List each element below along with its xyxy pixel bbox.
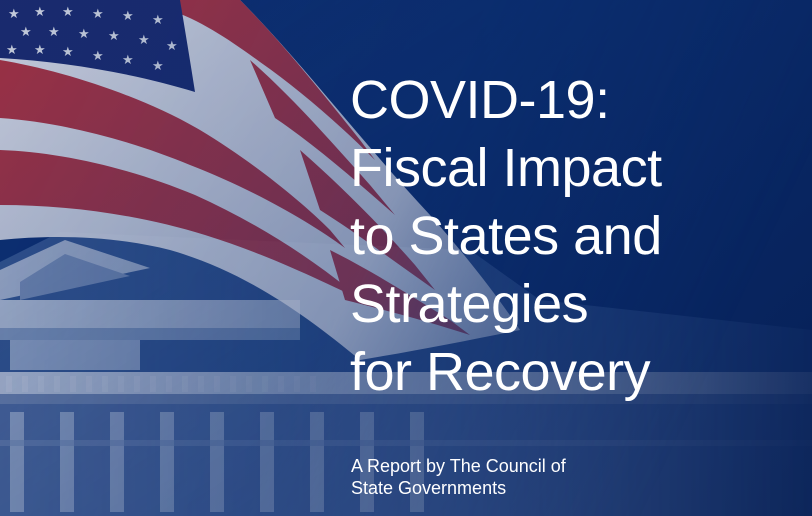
report-subtitle-line-1: A Report by The Council of — [351, 456, 566, 476]
report-title-line-4: Strategies — [350, 274, 589, 334]
report-title: COVID-19: Fiscal Impact to States and St… — [350, 66, 662, 406]
report-title-line-2: Fiscal Impact — [350, 138, 662, 198]
report-title-line-5: for Recovery — [350, 342, 651, 402]
report-title-line-1: COVID-19: — [350, 70, 610, 130]
report-subtitle: A Report by The Council of State Governm… — [351, 455, 566, 499]
report-title-line-3: to States and — [350, 206, 662, 266]
report-subtitle-line-2: State Governments — [351, 478, 507, 498]
